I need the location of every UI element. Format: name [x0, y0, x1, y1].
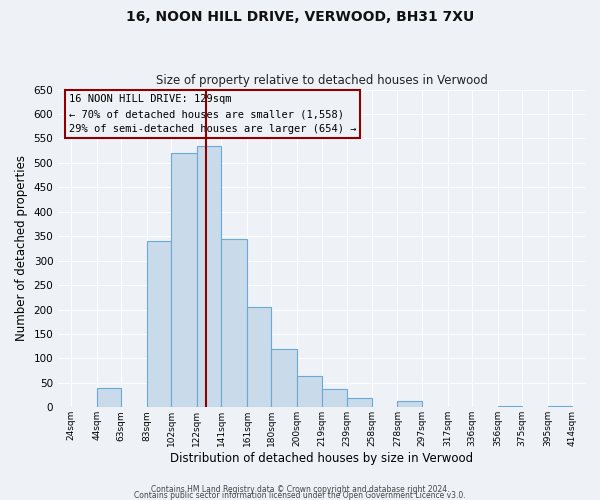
- Bar: [322, 388, 347, 407]
- Title: Size of property relative to detached houses in Verwood: Size of property relative to detached ho…: [155, 74, 488, 87]
- X-axis label: Distribution of detached houses by size in Verwood: Distribution of detached houses by size …: [170, 452, 473, 465]
- Bar: [397, 402, 422, 407]
- Bar: [347, 398, 371, 407]
- Bar: [247, 307, 271, 408]
- Bar: [147, 241, 171, 408]
- Text: 16, NOON HILL DRIVE, VERWOOD, BH31 7XU: 16, NOON HILL DRIVE, VERWOOD, BH31 7XU: [126, 10, 474, 24]
- Bar: [197, 146, 221, 407]
- Bar: [221, 238, 247, 408]
- Bar: [497, 406, 522, 407]
- Text: 16 NOON HILL DRIVE: 129sqm
← 70% of detached houses are smaller (1,558)
29% of s: 16 NOON HILL DRIVE: 129sqm ← 70% of deta…: [69, 94, 356, 134]
- Y-axis label: Number of detached properties: Number of detached properties: [15, 156, 28, 342]
- Text: Contains HM Land Registry data © Crown copyright and database right 2024.: Contains HM Land Registry data © Crown c…: [151, 484, 449, 494]
- Bar: [171, 153, 197, 407]
- Bar: [271, 348, 297, 408]
- Bar: [297, 376, 322, 408]
- Bar: [97, 388, 121, 407]
- Bar: [548, 406, 572, 407]
- Text: Contains public sector information licensed under the Open Government Licence v3: Contains public sector information licen…: [134, 490, 466, 500]
